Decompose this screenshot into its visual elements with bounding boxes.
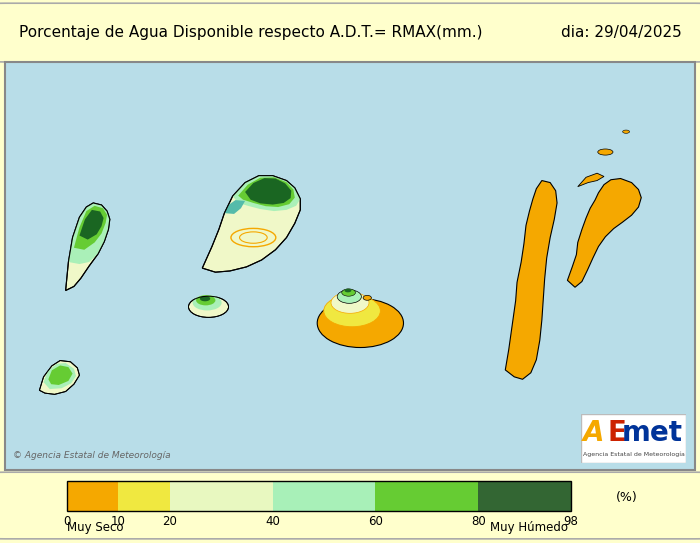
FancyBboxPatch shape xyxy=(581,414,686,463)
Bar xyxy=(118,481,170,510)
FancyBboxPatch shape xyxy=(5,62,695,470)
Polygon shape xyxy=(69,203,110,264)
Text: 40: 40 xyxy=(265,515,280,527)
Text: Agencia Estatal de Meteorología: Agencia Estatal de Meteorología xyxy=(582,451,685,457)
Text: 98: 98 xyxy=(564,515,578,527)
Bar xyxy=(273,481,375,510)
Bar xyxy=(375,481,478,510)
Polygon shape xyxy=(232,176,300,211)
Text: 80: 80 xyxy=(471,515,486,527)
Ellipse shape xyxy=(196,295,216,305)
Ellipse shape xyxy=(200,296,210,301)
Text: Porcentaje de Agua Disponible respecto A.D.T.= RMAX(mm.): Porcentaje de Agua Disponible respecto A… xyxy=(19,25,482,40)
Text: A: A xyxy=(583,419,604,447)
Ellipse shape xyxy=(193,295,222,311)
Text: 0: 0 xyxy=(63,515,71,527)
Polygon shape xyxy=(245,178,291,205)
Bar xyxy=(67,481,571,510)
Ellipse shape xyxy=(337,290,361,304)
Text: Muy Húmedo: Muy Húmedo xyxy=(490,521,568,534)
Text: 20: 20 xyxy=(162,515,177,527)
Bar xyxy=(67,481,118,510)
Polygon shape xyxy=(66,203,110,291)
Polygon shape xyxy=(74,206,107,250)
Bar xyxy=(478,481,571,510)
Polygon shape xyxy=(578,173,604,187)
Polygon shape xyxy=(79,210,104,239)
Text: dia: 29/04/2025: dia: 29/04/2025 xyxy=(561,25,681,40)
Ellipse shape xyxy=(363,295,372,300)
Ellipse shape xyxy=(598,149,613,155)
Ellipse shape xyxy=(344,289,351,292)
Polygon shape xyxy=(225,200,245,214)
Polygon shape xyxy=(202,176,300,272)
Text: © Agencia Estatal de Meteorología: © Agencia Estatal de Meteorología xyxy=(13,451,171,459)
Text: E: E xyxy=(608,419,626,447)
Text: met: met xyxy=(622,419,683,447)
Polygon shape xyxy=(238,177,295,207)
Text: 10: 10 xyxy=(111,515,126,527)
FancyBboxPatch shape xyxy=(0,3,700,62)
Text: 60: 60 xyxy=(368,515,383,527)
Ellipse shape xyxy=(324,295,380,327)
Ellipse shape xyxy=(317,299,403,348)
Ellipse shape xyxy=(342,289,356,296)
Ellipse shape xyxy=(622,130,629,134)
Bar xyxy=(170,481,273,510)
Polygon shape xyxy=(43,363,76,389)
Ellipse shape xyxy=(331,292,369,313)
FancyBboxPatch shape xyxy=(0,472,700,539)
Polygon shape xyxy=(39,361,79,394)
Ellipse shape xyxy=(188,296,228,317)
Text: Muy Seco: Muy Seco xyxy=(67,521,123,534)
Text: (%): (%) xyxy=(616,491,638,504)
Polygon shape xyxy=(568,179,641,287)
Polygon shape xyxy=(48,365,73,385)
Polygon shape xyxy=(505,180,557,379)
